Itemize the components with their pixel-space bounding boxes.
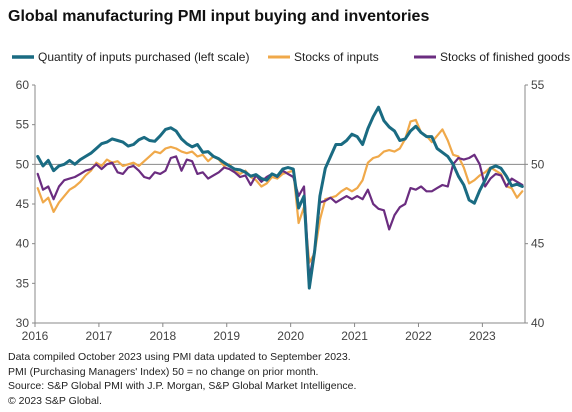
footnotes: Data compiled October 2023 using PMI dat… [8, 350, 356, 408]
legend-label-1: Stocks of inputs [294, 50, 379, 64]
footnote-pmi-definition: PMI (Purchasing Managers' Index) 50 = no… [8, 365, 319, 378]
y-right-tick-label: 50 [531, 157, 545, 171]
footnote-data-compiled: Data compiled October 2023 using PMI dat… [8, 351, 351, 363]
legend-label-0: Quantity of inputs purchased (left scale… [38, 50, 249, 64]
y-left-tick-label: 30 [16, 316, 30, 330]
y-right-tick-label: 40 [531, 316, 545, 330]
x-tick-label: 2020 [277, 329, 304, 343]
x-tick-label: 2021 [341, 329, 368, 343]
y-left-tick-label: 50 [16, 157, 30, 171]
x-tick-label: 2019 [213, 329, 240, 343]
x-tick-label: 2018 [149, 329, 176, 343]
x-tick-label: 2022 [405, 329, 432, 343]
plot-area: 30 35 40 45 50 55 60 40 45 50 55 2016 2017 2018 2019 20… [16, 78, 545, 343]
y-left-tick-label: 55 [16, 118, 30, 132]
legend-label-2: Stocks of finished goods [440, 50, 570, 64]
y-left-tick-label: 35 [16, 276, 30, 290]
legend: Quantity of inputs purchased (left scale… [12, 50, 570, 64]
series-line-1 [36, 118, 524, 264]
x-tick-label: 2017 [86, 329, 113, 343]
x-tick-label: 2016 [22, 329, 49, 343]
y-left-tick-label: 60 [16, 78, 30, 92]
y-right-tick-label: 45 [531, 237, 545, 251]
chart-title: Global manufacturing PMI input buying an… [8, 8, 430, 25]
footnote-source: Source: S&P Global PMI with J.P. Morgan,… [8, 380, 357, 392]
y-left-tick-label: 45 [16, 197, 30, 211]
x-tick-label: 2023 [469, 329, 496, 343]
y-left-tick-label: 40 [16, 237, 30, 251]
series-line-0 [36, 105, 524, 290]
footnote-copyright: © 2023 S&P Global. [8, 394, 102, 407]
y-right-tick-label: 55 [531, 78, 545, 92]
